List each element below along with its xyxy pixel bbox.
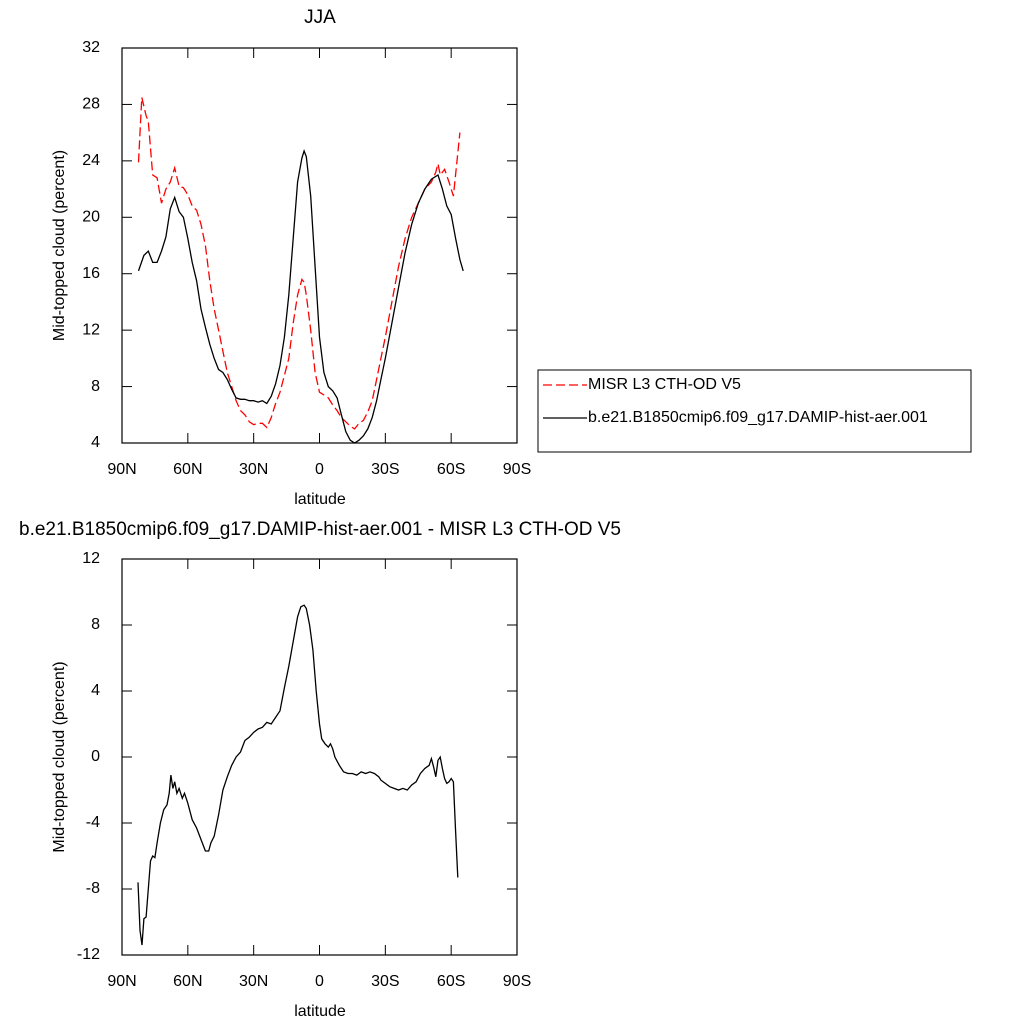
plot-frame <box>121 558 518 956</box>
y-tick-label: 28 <box>82 96 100 113</box>
x-tick-label: 30N <box>239 461 268 478</box>
data-line <box>137 97 461 430</box>
data-line <box>137 604 459 946</box>
chart-title: JJA <box>304 7 336 28</box>
x-tick-label: 90N <box>107 461 136 478</box>
y-tick-label: 32 <box>82 39 100 56</box>
y-axis-label: Mid-topped cloud (percent) <box>51 150 68 341</box>
x-tick-label: 60S <box>437 461 465 478</box>
x-tick-label: 30N <box>239 973 268 990</box>
x-axis-label: latitude <box>294 491 346 508</box>
x-tick-label: 0 <box>315 461 324 478</box>
y-axis-label: Mid-topped cloud (percent) <box>51 661 68 852</box>
x-tick-label: 90S <box>503 973 531 990</box>
y-tick-label: -4 <box>86 814 100 831</box>
x-tick-label: 90S <box>503 461 531 478</box>
y-tick-label: 4 <box>91 682 100 699</box>
plot-frame <box>121 47 518 444</box>
x-tick-label: 30S <box>371 973 399 990</box>
legend-label: MISR L3 CTH-OD V5 <box>588 376 741 393</box>
y-tick-label: 0 <box>91 748 100 765</box>
x-tick-label: 30S <box>371 461 399 478</box>
y-tick-label: 20 <box>82 209 100 226</box>
x-tick-label: 90N <box>107 973 136 990</box>
y-tick-label: 16 <box>82 265 100 282</box>
chart-title: b.e21.B1850cmip6.f09_g17.DAMIP-hist-aer.… <box>19 519 621 540</box>
x-tick-label: 60N <box>173 973 202 990</box>
y-tick-label: 12 <box>82 321 100 338</box>
x-tick-label: 0 <box>315 973 324 990</box>
legend-label: b.e21.B1850cmip6.f09_g17.DAMIP-hist-aer.… <box>588 409 928 426</box>
y-tick-label: 8 <box>91 616 100 633</box>
x-axis-label: latitude <box>294 1003 346 1020</box>
y-tick-label: 12 <box>82 550 100 567</box>
y-tick-label: 24 <box>82 152 100 169</box>
y-tick-label: -12 <box>77 946 100 963</box>
x-tick-label: 60N <box>173 461 202 478</box>
legend-box <box>537 369 972 453</box>
y-tick-label: -8 <box>86 880 100 897</box>
data-line <box>137 149 464 444</box>
y-tick-label: 8 <box>91 378 100 395</box>
y-tick-label: 4 <box>91 434 100 451</box>
x-tick-label: 60S <box>437 973 465 990</box>
